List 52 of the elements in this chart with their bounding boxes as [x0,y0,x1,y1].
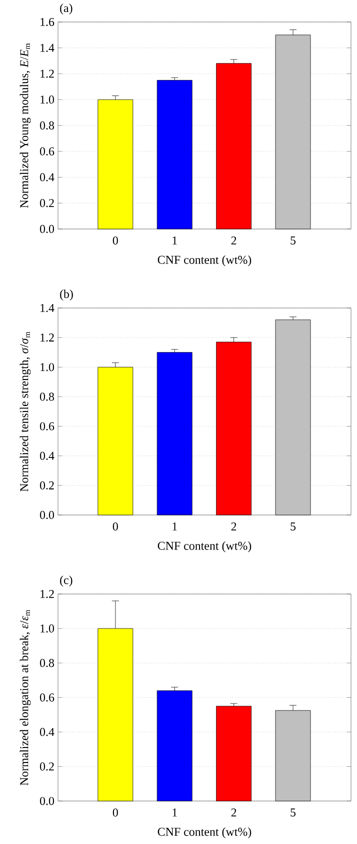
y-tick-label: 1.4 [40,44,54,52]
x-tick-label: 2 [231,808,236,816]
x-tick-label: 5 [290,236,296,244]
bar [156,352,192,516]
y-tick-label: 1.2 [40,334,54,342]
bar [98,99,134,230]
bar [156,80,192,230]
y-tick-label: 0.8 [40,658,54,668]
y-tick-label: 0.0 [40,224,54,234]
y-tick-label: 1.2 [40,590,54,598]
x-tick-label: 2 [231,522,236,530]
y-tick-label: 0.6 [40,693,54,702]
x-axis-title: CNF content (wt%) [158,827,252,838]
chart-title: (c) [60,576,72,587]
x-axis-title: CNF content (wt%) [158,255,252,266]
y-tick-label: 1.2 [40,70,54,78]
x-axis-title: CNF content (wt%) [158,541,252,552]
y-tick-label: 0.4 [40,728,54,736]
y-tick-label: 0.6 [40,422,54,430]
y-tick-label: 0.8 [40,121,54,130]
bar [275,320,311,516]
x-tick-label: 5 [290,522,296,530]
y-tick-label: 0.4 [40,452,54,460]
x-tick-label: 1 [172,236,177,244]
y-tick-label: 0.8 [40,392,54,401]
bar [156,690,192,802]
x-tick-label: 2 [231,236,236,244]
bar [98,366,134,516]
x-tick-label: 1 [172,808,177,816]
y-tick-label: 1.0 [40,363,54,372]
bar [216,706,252,802]
y-tick-label: 0.4 [40,173,54,182]
y-tick-label: 0.2 [40,199,54,208]
chart-title: (b) [60,290,73,300]
y-tick-label: 1.0 [40,624,54,633]
y-tick-label: 0.0 [40,510,54,520]
y-tick-label: 0.2 [40,762,54,771]
x-tick-label: 0 [112,236,118,245]
y-tick-label: 0.0 [40,796,54,806]
x-tick-label: 5 [290,808,296,816]
y-tick-label: 1.6 [40,18,54,26]
x-tick-label: 1 [172,522,177,530]
chart-title: (a) [60,4,72,14]
y-tick-label: 0.6 [40,147,54,156]
x-tick-label: 0 [112,522,118,531]
y-tick-label: 1.0 [40,96,54,104]
y-axis-title: Normalized elongation at break, ε/ε$_{m}$ [20,610,31,786]
bar [216,342,252,516]
bar [216,63,252,230]
y-tick-label: 0.2 [40,481,54,490]
y-tick-label: 1.4 [40,304,54,312]
x-tick-label: 0 [112,808,118,817]
